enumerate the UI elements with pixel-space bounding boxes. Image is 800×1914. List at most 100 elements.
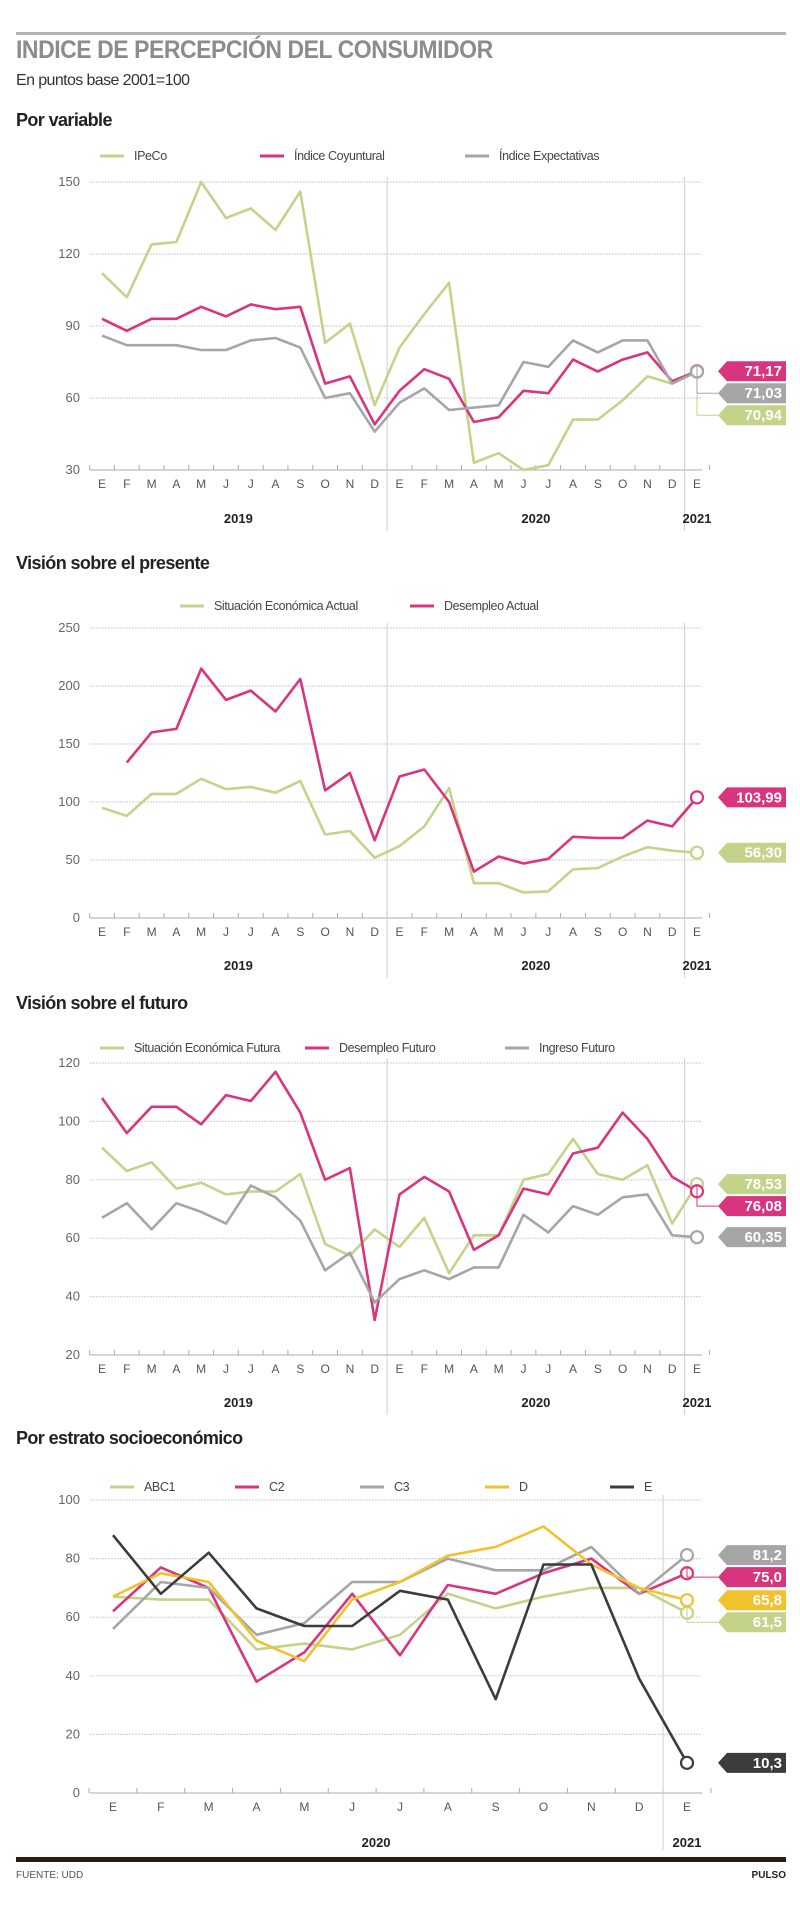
- legend-label: Índice Expectativas: [499, 148, 599, 163]
- y-tick-label: 60: [66, 1230, 80, 1245]
- legend-label: Desempleo Futuro: [339, 1041, 436, 1055]
- x-tick-label: F: [157, 1800, 164, 1814]
- legend-label: C2: [269, 1480, 285, 1494]
- badge-shape: [718, 1590, 786, 1611]
- value-badge: 78,53: [718, 1174, 786, 1195]
- x-tick-label: N: [346, 1362, 355, 1376]
- x-tick-label: E: [693, 477, 701, 491]
- end-marker: [679, 1755, 695, 1770]
- header-rule: [16, 32, 786, 35]
- badge-value: 71,03: [744, 385, 782, 402]
- x-tick-label: A: [252, 1800, 260, 1814]
- series-line-abc1: [112, 1586, 688, 1651]
- value-badge: 10,3: [718, 1752, 786, 1773]
- badge-leader: [686, 1567, 718, 1578]
- year-label: 2020: [362, 1835, 391, 1850]
- x-tick-label: F: [123, 925, 130, 939]
- legend-label: Desempleo Actual: [444, 599, 538, 613]
- badge-shape: [718, 1227, 786, 1248]
- y-tick-label: 0: [73, 1785, 80, 1800]
- x-tick-label: M: [299, 1800, 309, 1814]
- x-tick-label: O: [618, 1362, 627, 1376]
- chart-title-futuro: Visión sobre el futuro: [16, 993, 188, 1013]
- x-tick-label: A: [444, 1800, 452, 1814]
- legend-label: ABC1: [144, 1480, 176, 1494]
- badge-shape: [718, 842, 786, 863]
- x-tick-label: O: [539, 1800, 548, 1814]
- x-tick-label: F: [123, 477, 130, 491]
- x-tick-label: A: [569, 1362, 577, 1376]
- x-tick-label: F: [123, 1362, 130, 1376]
- y-tick-label: 40: [66, 1289, 80, 1304]
- badge-value: 60,35: [744, 1229, 782, 1246]
- x-tick-label: A: [470, 1362, 478, 1376]
- badge-value: 10,3: [753, 1755, 782, 1772]
- legend: Situación Económica Futura Desempleo Futu…: [100, 1041, 616, 1055]
- badge-value: 61,5: [753, 1614, 782, 1631]
- series-line-c2: [112, 1557, 688, 1683]
- x-tick-label: F: [421, 925, 428, 939]
- chart-vision-futuro: Situación Económica Futura Desempleo Futu…: [58, 1041, 786, 1415]
- x-tick-label: M: [196, 477, 206, 491]
- source-note: FUENTE: UDD: [16, 1870, 84, 1881]
- series-line-desempleo-actual: [125, 667, 698, 873]
- x-tick-label: D: [370, 925, 379, 939]
- x-tick-label: N: [643, 925, 652, 939]
- badge-shape: [718, 1752, 786, 1773]
- x-tick-label: A: [569, 477, 577, 491]
- x-tick-label: J: [545, 477, 551, 491]
- badge-value: 56,30: [744, 845, 782, 862]
- x-tick-label: E: [693, 925, 701, 939]
- x-tick-label: M: [147, 1362, 157, 1376]
- year-label: 2019: [224, 958, 253, 973]
- page-subtitle: En puntos base 2001=100: [16, 72, 190, 89]
- badge-value: 103,99: [736, 789, 782, 806]
- x-tick-label: J: [545, 925, 551, 939]
- y-tick-label: 100: [58, 1492, 80, 1507]
- y-tick-label: 60: [66, 390, 80, 405]
- x-tick-label: D: [668, 925, 677, 939]
- x-tick-label: M: [204, 1800, 214, 1814]
- x-tick-label: D: [635, 1800, 644, 1814]
- series-line--ndice-expectativas: [101, 334, 698, 433]
- x-tick-label: E: [693, 1362, 701, 1376]
- y-tick-label: 80: [66, 1551, 80, 1566]
- year-label: 2020: [521, 1395, 550, 1410]
- y-tick-label: 60: [66, 1609, 80, 1624]
- x-tick-label: O: [618, 925, 627, 939]
- x-tick-label: S: [296, 925, 304, 939]
- x-tick-label: J: [545, 1362, 551, 1376]
- series-line-situaci-n-econ-mica-futura: [101, 1137, 699, 1275]
- x-tick-label: M: [494, 477, 504, 491]
- x-tick-label: N: [346, 477, 355, 491]
- brand-label: PULSO: [751, 1870, 786, 1881]
- badge-leader: [696, 365, 718, 394]
- x-tick-label: M: [494, 925, 504, 939]
- badge-shape: [718, 361, 786, 382]
- x-tick-label: D: [668, 477, 677, 491]
- y-tick-label: 120: [58, 1055, 80, 1070]
- y-tick-label: 50: [66, 852, 80, 867]
- y-tick-label: 200: [58, 678, 80, 693]
- badge-leader: [686, 1606, 718, 1623]
- x-tick-label: S: [594, 1362, 602, 1376]
- value-badge: 56,30: [718, 842, 786, 863]
- x-tick-label: A: [172, 1362, 180, 1376]
- x-tick-label: M: [494, 1362, 504, 1376]
- x-tick-label: M: [444, 477, 454, 491]
- x-tick-label: A: [470, 925, 478, 939]
- legend-label: Ingreso Futuro: [539, 1041, 615, 1055]
- value-badge: 103,99: [718, 787, 786, 808]
- x-tick-label: N: [643, 477, 652, 491]
- y-tick-label: 120: [58, 246, 80, 261]
- value-badge: 60,35: [718, 1227, 786, 1248]
- year-label: 2019: [224, 1395, 253, 1410]
- x-tick-label: S: [492, 1800, 500, 1814]
- y-tick-label: 150: [58, 736, 80, 751]
- x-tick-label: E: [98, 925, 106, 939]
- legend-label: IPeCo: [134, 149, 167, 163]
- x-tick-label: S: [594, 925, 602, 939]
- x-tick-label: N: [346, 925, 355, 939]
- end-marker: [679, 1593, 695, 1608]
- x-tick-label: S: [296, 1362, 304, 1376]
